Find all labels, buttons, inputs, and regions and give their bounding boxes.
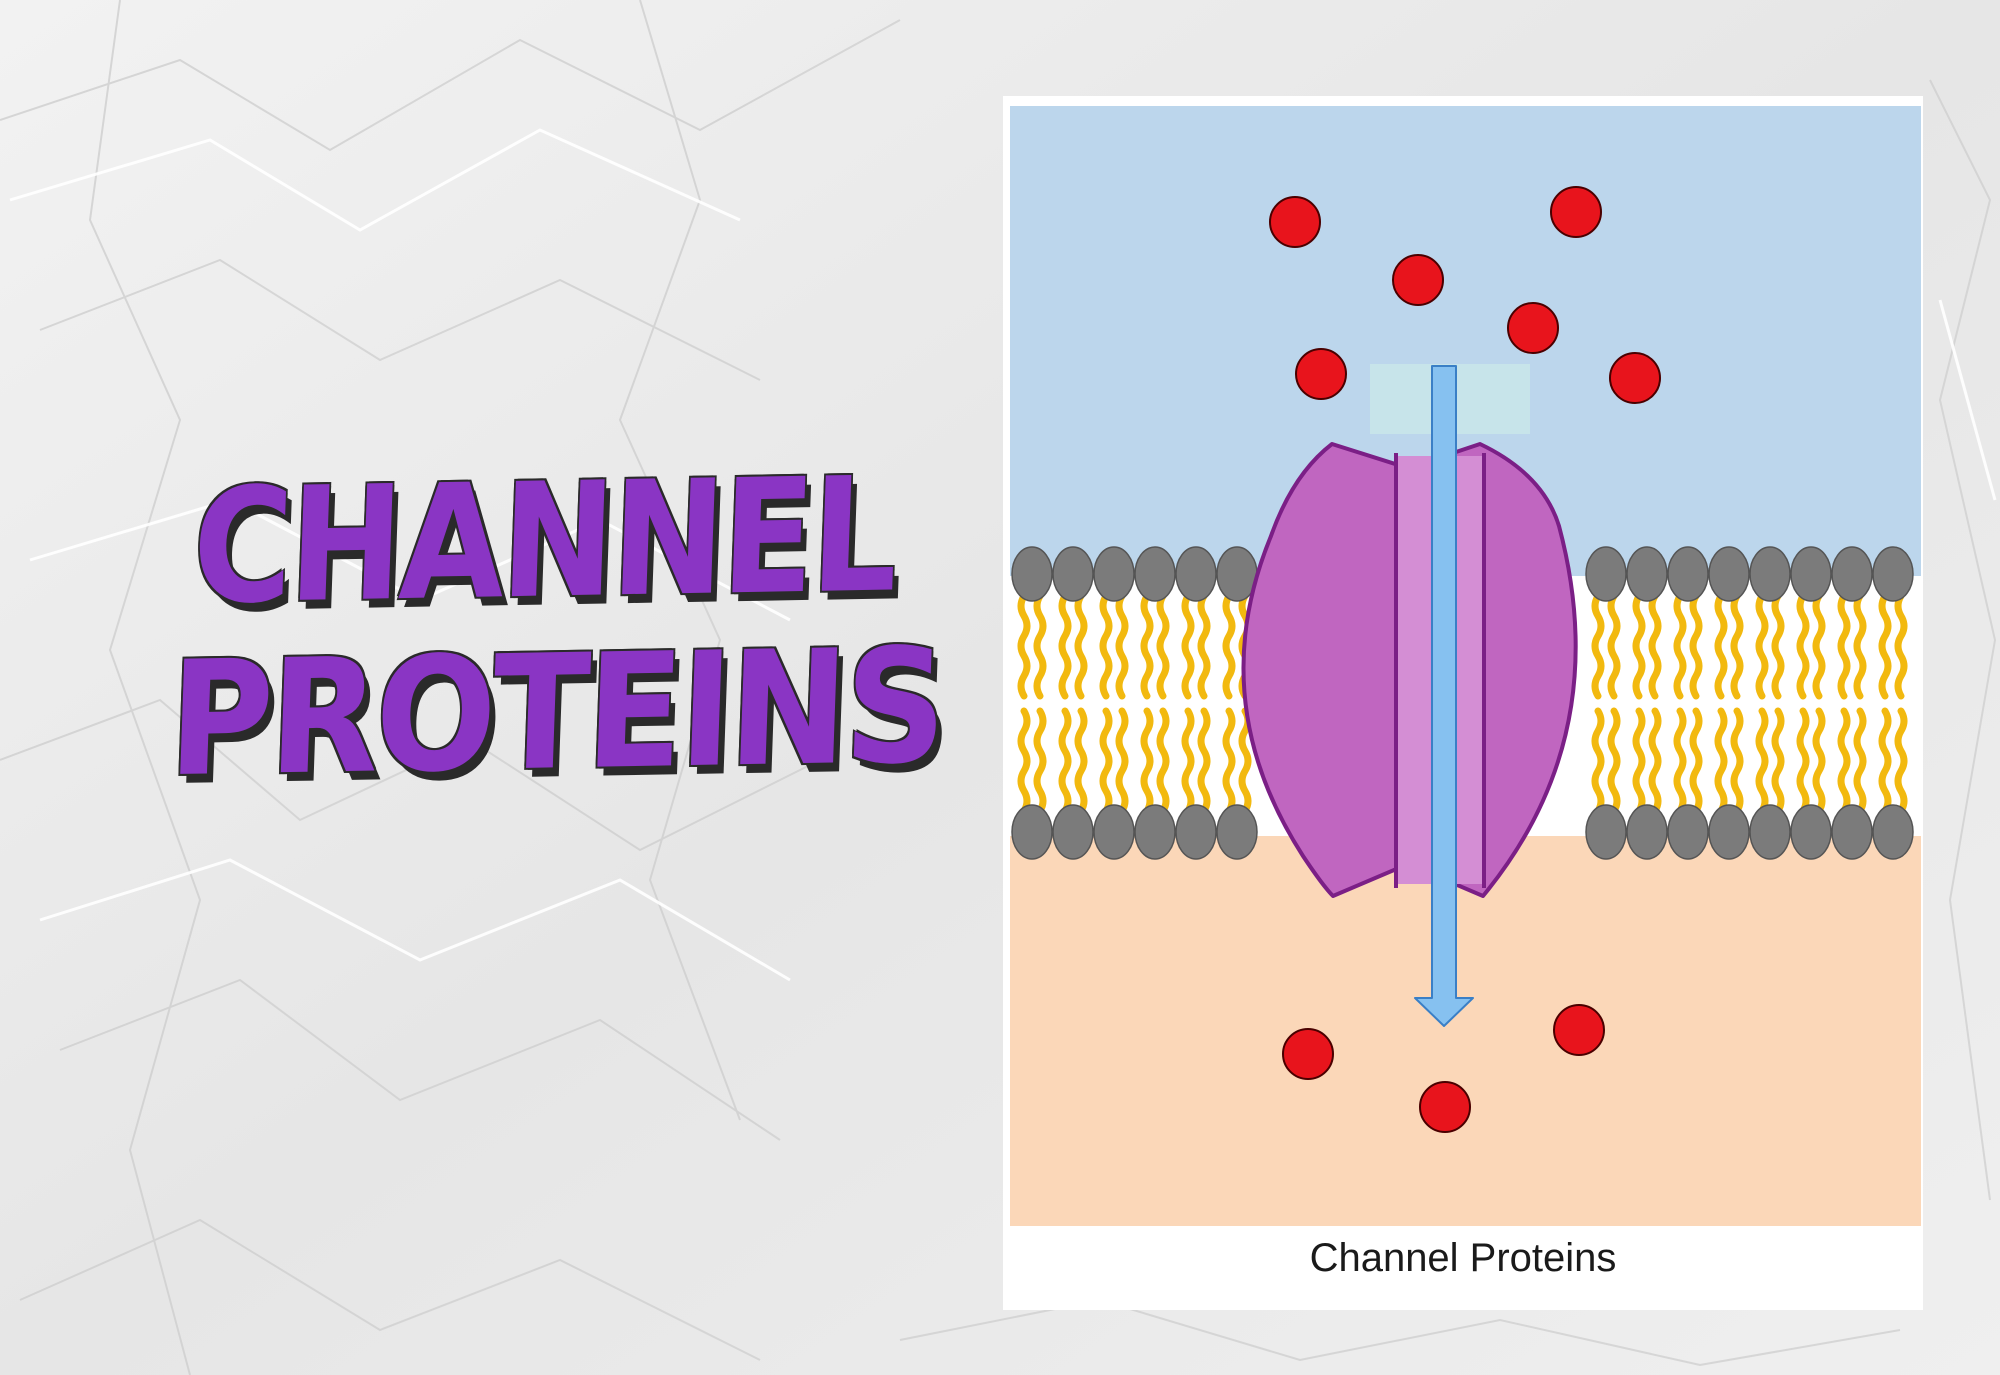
transport-arrow <box>1414 365 1474 1027</box>
phospholipid-head <box>1708 804 1750 860</box>
phospholipid-head <box>1134 804 1176 860</box>
ion <box>1392 254 1444 306</box>
ions <box>1269 186 1661 1133</box>
phospholipid-head <box>1749 546 1791 602</box>
phospholipid-head <box>1093 804 1135 860</box>
ion <box>1419 1081 1471 1133</box>
phospholipid-head <box>1790 804 1832 860</box>
channel-protein-diagram <box>1010 106 1921 1226</box>
ion <box>1282 1028 1334 1080</box>
intracellular-region <box>1010 836 1921 1226</box>
phospholipid-head <box>1134 546 1176 602</box>
diagram-card: Channel Proteins <box>1003 96 1923 1310</box>
headline-line-1: CHANNEL <box>189 443 898 640</box>
ion <box>1553 1004 1605 1056</box>
phospholipid-head <box>1790 546 1832 602</box>
phospholipid-head <box>1011 804 1053 860</box>
diagram-caption: Channel Proteins <box>1309 1236 1617 1280</box>
phospholipid-head <box>1216 804 1258 860</box>
phospholipid-head <box>1872 546 1914 602</box>
ion <box>1609 352 1661 404</box>
page-headline: CHANNEL PROTEINS <box>166 443 966 812</box>
headline-line-2: PROTEINS <box>165 614 947 813</box>
phospholipid-head <box>1585 804 1627 860</box>
phospholipid-head <box>1175 546 1217 602</box>
phospholipid-head <box>1052 804 1094 860</box>
phospholipid-head <box>1585 546 1627 602</box>
phospholipid-head <box>1011 546 1053 602</box>
phospholipid-head <box>1667 546 1709 602</box>
phospholipid-head <box>1626 804 1668 860</box>
phospholipid-head <box>1708 546 1750 602</box>
phospholipid-head <box>1175 804 1217 860</box>
phospholipid-heads <box>1011 546 1914 860</box>
ion <box>1295 348 1347 400</box>
ion <box>1550 186 1602 238</box>
phospholipid-head <box>1052 546 1094 602</box>
ion <box>1507 302 1559 354</box>
phospholipid-head <box>1093 546 1135 602</box>
phospholipid-head <box>1831 546 1873 602</box>
phospholipid-head <box>1749 804 1791 860</box>
phospholipid-head <box>1626 546 1668 602</box>
phospholipid-head <box>1667 804 1709 860</box>
ion <box>1269 196 1321 248</box>
phospholipid-head <box>1872 804 1914 860</box>
phospholipid-head <box>1831 804 1873 860</box>
